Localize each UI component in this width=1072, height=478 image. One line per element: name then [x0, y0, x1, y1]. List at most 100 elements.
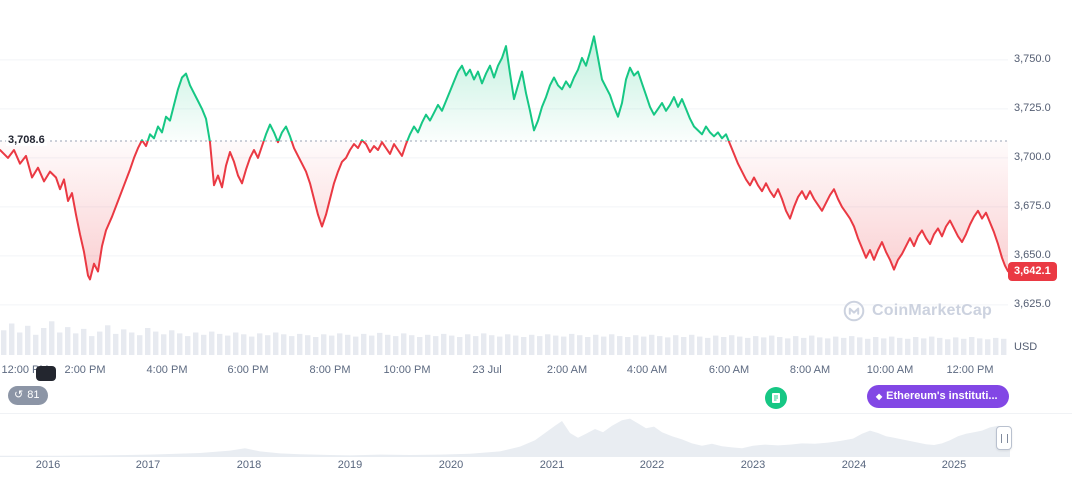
volume-bar: [505, 334, 511, 355]
volume-bar: [913, 337, 919, 355]
volume-bar: [217, 333, 223, 355]
volume-bar: [521, 337, 527, 355]
volume-bar: [689, 334, 695, 355]
x-axis-label: 4:00 PM: [146, 364, 188, 376]
timeline-year-label: 2021: [539, 459, 565, 471]
volume-bar: [25, 325, 31, 355]
volume-bar: [753, 336, 759, 355]
x-axis-label: 6:00 AM: [708, 364, 750, 376]
y-axis-label: 3,750.0: [1014, 52, 1051, 65]
volume-bar: [441, 333, 447, 355]
volume-bar: [961, 338, 967, 355]
volume-bar: [393, 336, 399, 355]
volume-bar: [433, 336, 439, 355]
volume-bar: [649, 334, 655, 355]
y-axis[interactable]: 3,750.0 3,725.0 3,700.0 3,675.0 3,650.0 3,625…: [1008, 0, 1072, 362]
volume-bar: [809, 335, 815, 355]
volume-bar: [537, 336, 543, 355]
volume-bar: [385, 334, 391, 355]
volume-bar: [425, 334, 431, 355]
volume-bar: [361, 333, 367, 355]
volume-bar: [9, 323, 15, 355]
volume-bar: [553, 335, 559, 355]
volume-bar: [881, 338, 887, 355]
volume-bar: [473, 336, 479, 355]
y-axis-label: 3,725.0: [1014, 101, 1051, 114]
x-axis-label: 8:00 AM: [789, 364, 831, 376]
volume-bar: [841, 337, 847, 355]
x-axis-label: 23 Jul: [472, 364, 502, 376]
price-line-down: [0, 141, 1008, 281]
volume-bar: [49, 321, 55, 355]
y-axis-label: 3,700.0: [1014, 150, 1051, 163]
volume-bar: [849, 336, 855, 355]
news-event-badge[interactable]: [765, 387, 787, 409]
y-axis-label: 3,675.0: [1014, 199, 1051, 212]
volume-bar: [273, 332, 279, 355]
price-chart-canvas[interactable]: [0, 0, 1008, 355]
price-chart-area[interactable]: 3,708.6 CoinMarketCap: [0, 0, 1008, 355]
volume-bar: [673, 335, 679, 355]
volume-bar: [161, 334, 167, 355]
x-axis-label: 2:00 PM: [64, 364, 106, 376]
volume-bar: [713, 335, 719, 355]
volume-bar: [953, 337, 959, 355]
volume-bar: [201, 334, 207, 355]
x-axis-label: 4:00 AM: [626, 364, 668, 376]
timeline-year-label: 2023: [740, 459, 766, 471]
volume-bar: [417, 337, 423, 355]
grouped-events-badge[interactable]: ↺ 81: [8, 386, 49, 405]
volume-bar: [305, 335, 311, 355]
volume-bar: [721, 337, 727, 355]
event-marker-dark-chip[interactable]: [36, 366, 56, 381]
volume-bar: [577, 335, 583, 355]
timeline-year-label: 2025: [941, 459, 967, 471]
volume-bar: [353, 336, 359, 355]
timeline-area: [0, 418, 1010, 457]
volume-bar: [41, 328, 47, 355]
headline-news-badge[interactable]: ◆ Ethereum's instituti...: [867, 385, 1009, 408]
x-axis-label: 2:00 AM: [546, 364, 588, 376]
volume-bar: [265, 335, 271, 355]
volume-bar: [617, 336, 623, 355]
volume-bar: [321, 334, 327, 355]
volume-bar: [745, 337, 751, 355]
volume-bar: [105, 325, 111, 355]
volume-bar: [145, 328, 151, 355]
volume-bar: [817, 337, 823, 355]
coinmarketcap-logo-icon: [843, 300, 865, 322]
timeline-range-selector[interactable]: 2016 2017 2018 2019 2020 2021 2022 2023 2024 2025: [0, 413, 1072, 478]
range-drag-handle[interactable]: [996, 426, 1012, 450]
timeline-year-label: 2017: [135, 459, 161, 471]
timeline-year-label: 2018: [236, 459, 262, 471]
volume-bar: [1, 330, 7, 355]
volume-bar: [801, 337, 807, 355]
volume-bar: [513, 335, 519, 355]
timeline-year-label: 2016: [35, 459, 61, 471]
volume-bar: [529, 334, 535, 355]
volume-bar: [873, 337, 879, 355]
volume-bar: [289, 336, 295, 355]
volume-bar: [769, 335, 775, 355]
current-price-badge: 3,642.1: [1008, 262, 1057, 281]
volume-bar: [993, 337, 999, 355]
gridlines: [0, 59, 1008, 306]
timeline-sparkline[interactable]: [0, 415, 1010, 457]
volume-bar: [777, 337, 783, 355]
volume-bar: [17, 332, 23, 355]
volume-bar: [281, 334, 287, 355]
timeline-year-label: 2024: [841, 459, 867, 471]
volume-bar: [97, 331, 103, 355]
volume-bar: [377, 332, 383, 355]
volume-bar: [569, 333, 575, 355]
volume-bar: [921, 338, 927, 355]
timeline-year-label: 2020: [438, 459, 464, 471]
volume-bar: [761, 337, 767, 355]
grip-icon: [1000, 433, 1008, 443]
volume-bar: [593, 334, 599, 355]
volume-bar: [129, 332, 135, 355]
volume-bar: [929, 336, 935, 355]
volume-bar: [169, 330, 175, 355]
headline-text: Ethereum's instituti...: [886, 390, 998, 402]
history-icon: ↺: [14, 389, 24, 401]
